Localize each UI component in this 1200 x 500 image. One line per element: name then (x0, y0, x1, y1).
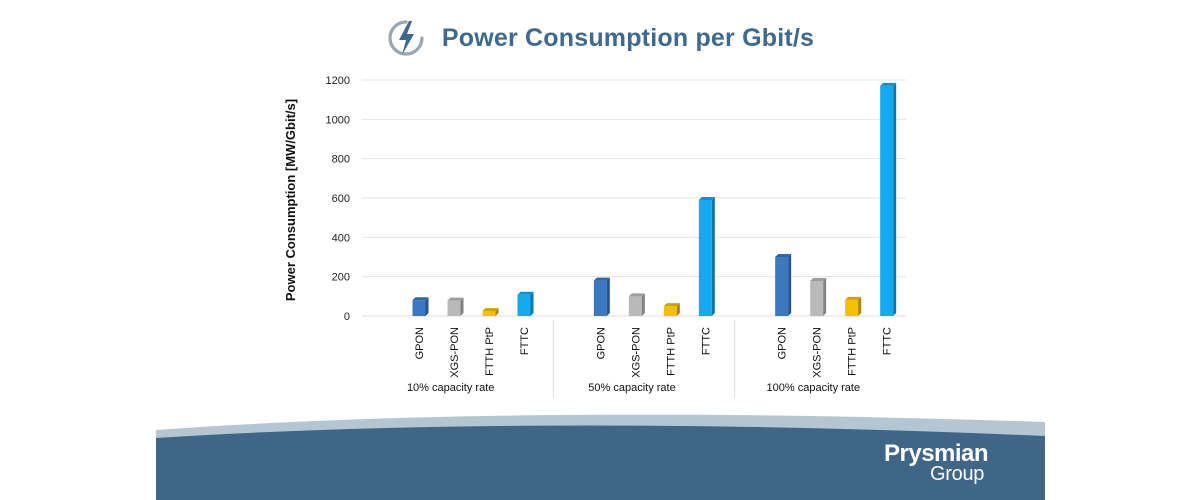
bar-gpon (412, 297, 429, 316)
y-tick-label: 400 (332, 232, 350, 244)
bar-top (663, 303, 680, 307)
bar-fttc (698, 196, 715, 316)
bar-top (628, 293, 645, 297)
bar-xgs-pon (447, 297, 464, 316)
x-tick-label: XGS-PON (449, 327, 461, 378)
bar-face (447, 300, 461, 316)
bar-side (641, 293, 645, 316)
bar-side (495, 308, 499, 316)
bar-top (447, 297, 464, 301)
bar-top (775, 254, 792, 257)
footer-band (156, 414, 1045, 500)
bar-top (593, 277, 610, 281)
x-tick-label: FTTC (700, 327, 712, 355)
bar-xgs-pon (628, 293, 645, 316)
bar-face (810, 280, 824, 316)
bar-top (517, 291, 534, 295)
page-title: Power Consumption per Gbit/s (441, 23, 815, 52)
group-label: 50% capacity rate (588, 382, 675, 394)
y-tick-label: 0 (344, 311, 350, 323)
bar-face (698, 199, 712, 316)
y-tick-label: 600 (332, 193, 350, 205)
x-tick-label: FTTH PtP (847, 327, 859, 376)
prysmian-logo: Prysmian Group (884, 440, 989, 485)
x-tick-label: GPON (777, 327, 789, 359)
bar-top (880, 82, 897, 86)
bar-side (676, 303, 680, 316)
bar-side (788, 254, 792, 316)
bar-side (893, 82, 897, 317)
bar-fttc (880, 82, 897, 317)
bar-side (606, 277, 610, 316)
y-tick-label: 1200 (326, 75, 350, 87)
header: Power Consumption per Gbit/s (0, 14, 1200, 62)
logo-line1: Prysmian (884, 440, 989, 467)
x-tick-label: XGS-PON (812, 327, 824, 378)
x-tick-label: XGS-PON (630, 327, 642, 378)
bar-face (517, 294, 531, 316)
bar-top (845, 296, 862, 300)
bar-side (425, 297, 429, 316)
bar-ftth-ptp (663, 303, 680, 316)
bar-top (698, 196, 715, 200)
bar-chart: 0 200 400 600 800 1000 1200 GPON XGS-PON FTTH Pt… (326, 75, 906, 398)
bar-face (663, 306, 677, 316)
bar-ftth-ptp (845, 296, 862, 316)
y-axis-ticks: 0 200 400 600 800 1000 1200 (326, 75, 350, 323)
bar-face (482, 311, 496, 316)
bar-fttc (517, 291, 534, 316)
bar-side (823, 277, 827, 316)
group-label: 100% capacity rate (767, 382, 861, 394)
y-tick-label: 1000 (326, 114, 350, 126)
bar-top (482, 308, 499, 312)
bar-face (628, 296, 642, 316)
x-tick-label: FTTC (882, 327, 894, 355)
logo-line2: Group (930, 463, 985, 485)
x-tick-label: FTTC (519, 327, 531, 355)
bar-face (845, 299, 859, 316)
bar-side (711, 196, 715, 316)
bar-side (530, 291, 534, 316)
bar-side (460, 297, 464, 316)
y-tick-label: 200 (332, 272, 350, 284)
bar-face (880, 85, 894, 317)
x-tick-label: FTTH PtP (665, 327, 677, 376)
bar-face (775, 257, 789, 316)
x-tick-label: GPON (414, 327, 426, 359)
chart-bars (412, 82, 897, 317)
x-tick-label: GPON (595, 327, 607, 359)
x-axis-ticks: GPON XGS-PON FTTH PtP FTTC GPON XGS-PON FTTH P… (414, 327, 894, 378)
bar-xgs-pon (810, 277, 827, 316)
bar-gpon (775, 254, 792, 316)
x-tick-label: FTTH PtP (484, 327, 496, 376)
y-tick-label: 800 (332, 154, 350, 166)
bar-top (412, 297, 429, 301)
group-labels: 10% capacity rate 50% capacity rate 100% c… (407, 320, 860, 398)
bar-ftth-ptp (482, 308, 499, 316)
bar-gpon (593, 277, 610, 316)
bar-side (858, 296, 862, 316)
bar-top (810, 277, 827, 281)
y-axis-label: Power Consumption [MW/Gbit/s] (283, 98, 298, 302)
bar-face (412, 300, 426, 316)
group-label: 10% capacity rate (407, 382, 494, 394)
bar-face (593, 280, 607, 316)
lightning-bolt-icon (388, 20, 424, 56)
